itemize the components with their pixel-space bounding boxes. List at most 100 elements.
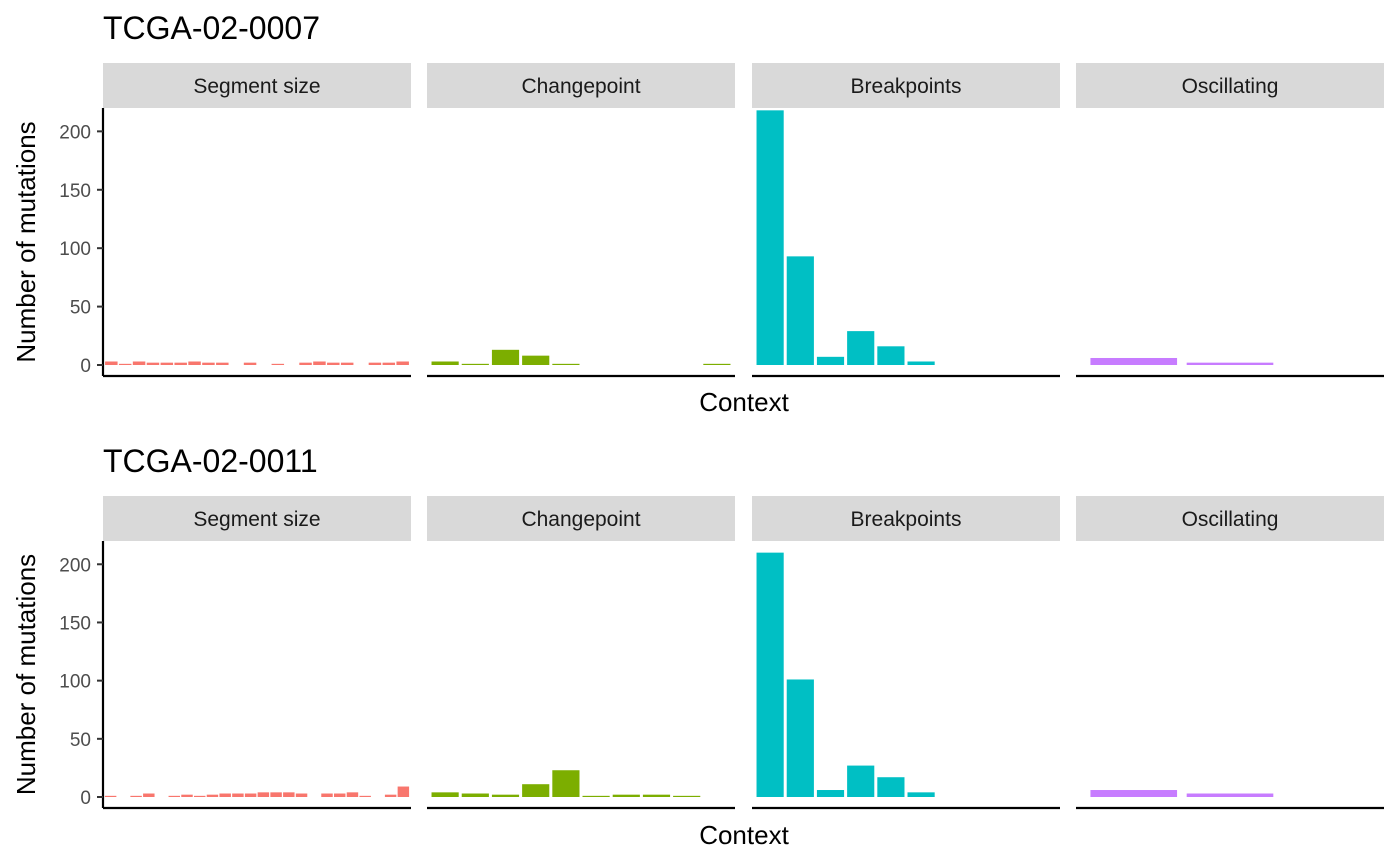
y-tick-label: 200 [59, 555, 91, 576]
facet-strip-label: Segment size [193, 508, 320, 531]
facet-panel: Segment size [103, 63, 411, 378]
bar [522, 355, 550, 365]
facet-strip-label: Oscillating [1182, 508, 1279, 531]
bar [168, 795, 180, 797]
bar [461, 793, 489, 797]
facet-strip [1076, 63, 1384, 108]
bar [642, 794, 671, 797]
facet-strip-label: Oscillating [1182, 75, 1279, 98]
y-tick-label: 50 [70, 730, 91, 751]
bar [522, 784, 550, 797]
sample-chart: TCGA-02-0007 0 50 100 150 200 Number of mutati… [11, 10, 1384, 417]
bar [194, 795, 206, 797]
bar [327, 362, 340, 365]
bar [244, 793, 257, 797]
bar [847, 765, 875, 797]
y-axis-title: Number of mutations [11, 121, 41, 362]
y-axis-title: Number of mutations [11, 554, 41, 795]
x-axis-title: Context [699, 387, 789, 417]
bar [847, 331, 875, 365]
facet-strip [752, 496, 1060, 541]
bar [130, 795, 142, 797]
bar [188, 361, 201, 365]
facet-panel: Breakpoints [752, 496, 1060, 810]
facet-strip-label: Changepoint [521, 75, 640, 98]
bar [202, 362, 215, 365]
bar [299, 362, 312, 365]
sample-chart: TCGA-02-0011 0 50 100 150 200 Number of mutati… [11, 443, 1384, 850]
facet-strip-label: Segment size [193, 75, 320, 98]
bar [552, 363, 580, 365]
bar [1186, 793, 1274, 797]
bar [283, 792, 295, 797]
bar [491, 349, 520, 365]
facet-strip-label: Changepoint [521, 508, 640, 531]
bar [582, 795, 610, 797]
sample-title: TCGA-02-0007 [103, 10, 320, 46]
bar [160, 362, 174, 365]
bar [431, 361, 459, 365]
facet-strip [427, 63, 735, 108]
bar [132, 361, 146, 365]
bar [396, 361, 409, 365]
bar [321, 793, 333, 797]
bar [146, 362, 160, 365]
facet-panel: Oscillating [1076, 496, 1384, 810]
bar [907, 792, 935, 797]
y-tick-label: 200 [59, 122, 91, 143]
bar [786, 679, 814, 797]
bar [216, 362, 229, 365]
y-tick-label: 100 [59, 672, 91, 693]
bar [491, 794, 520, 797]
facet-strip [1076, 496, 1384, 541]
y-tick-label: 0 [80, 356, 91, 377]
bar [1090, 790, 1178, 797]
bar [816, 356, 845, 365]
bar [368, 362, 382, 365]
bar [270, 792, 282, 797]
facet-panel: Changepoint [427, 63, 735, 378]
facet-strip [103, 496, 411, 541]
x-axis-title: Context [699, 820, 789, 850]
bar [382, 362, 396, 365]
facet-panel: Segment size [103, 496, 411, 810]
bar [232, 793, 244, 797]
bar [397, 786, 410, 797]
bar [756, 110, 784, 365]
bar [271, 363, 285, 365]
bar [877, 777, 905, 797]
bar [346, 792, 359, 797]
y-tick-label: 150 [59, 613, 91, 634]
bar [257, 792, 270, 797]
bar [243, 362, 257, 365]
bar [1090, 357, 1178, 365]
bar [105, 361, 118, 365]
bar [673, 795, 701, 797]
y-tick-label: 50 [70, 298, 91, 319]
facet-strip [427, 496, 735, 541]
facet-strip-label: Breakpoints [851, 75, 962, 98]
bar [756, 552, 784, 797]
bar [104, 795, 117, 797]
bar [786, 256, 814, 365]
bar [143, 793, 155, 797]
facet-strip [752, 63, 1060, 108]
facet-panel: Oscillating [1076, 63, 1384, 378]
bar [384, 794, 397, 797]
bar [552, 770, 580, 797]
bar [907, 361, 935, 365]
bar [431, 792, 459, 797]
bar [877, 346, 905, 365]
bar [313, 361, 326, 365]
bar [1186, 362, 1274, 365]
y-tick-label: 0 [80, 788, 91, 809]
bar [359, 795, 371, 797]
bar [206, 794, 219, 797]
y-tick-label: 150 [59, 181, 91, 202]
bar [334, 793, 346, 797]
bar [816, 790, 845, 797]
bar [118, 363, 132, 365]
bar [340, 362, 354, 365]
bar [295, 793, 308, 797]
